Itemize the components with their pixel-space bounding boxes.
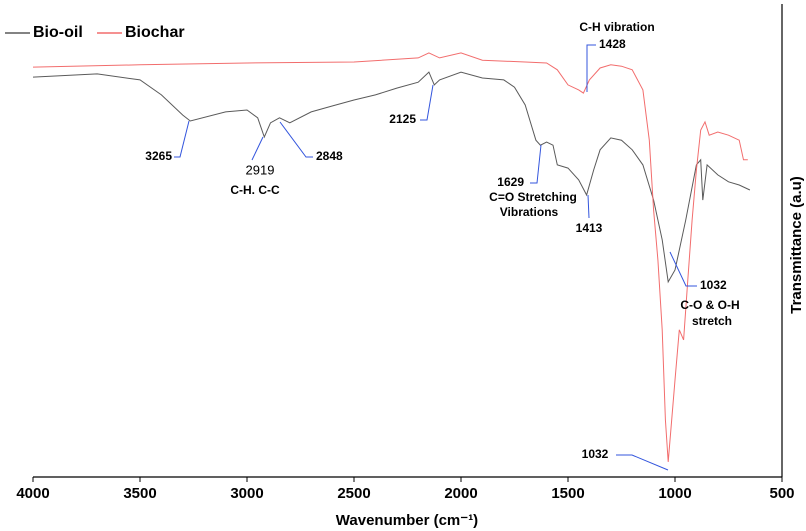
x-tick-label: 500 [769,485,794,502]
leader-line [587,194,590,219]
x-tick-label: 3500 [123,485,156,502]
leader-line [530,144,542,184]
annotation: stretch [692,314,732,328]
annotation: 1032 [700,278,727,292]
legend-label: Bio-oil [33,24,83,41]
y-axis-label: Transmittance (a.u) [788,176,805,314]
annotation: 1428 [599,37,626,51]
x-tick-label: 1500 [551,485,584,502]
leader-line [669,251,697,287]
annotation: C-O & O-H [680,298,739,312]
x-tick-label: 4000 [16,485,49,502]
annotation: Vibrations [500,205,559,219]
x-axis-label: Wavenumber (cm⁻¹) [336,512,478,529]
leader-line [616,454,669,471]
annotation: 2848 [316,149,343,163]
leader-line [420,84,434,121]
annotation: 1032 [582,447,609,461]
leader-line [251,136,264,161]
annotation: 2919 [246,162,275,177]
annotation: 2125 [389,112,416,126]
x-tick-label: 1000 [658,485,691,502]
series-line [32,52,748,462]
leader-line [174,120,190,158]
x-tick-label: 2500 [337,485,370,502]
series-line [32,71,751,284]
annotation: C=O Stretching [489,190,577,204]
leader-line [279,121,313,158]
x-tick-label: 3000 [230,485,263,502]
annotation: C-H. C-C [230,183,280,197]
leader-line [586,44,596,92]
annotation: 1629 [497,175,524,189]
annotation: 1413 [576,221,603,235]
x-tick-label: 2000 [444,485,477,502]
annotation: 3265 [145,149,172,163]
legend-label: Biochar [125,24,185,41]
annotation: C-H vibration [579,20,654,34]
